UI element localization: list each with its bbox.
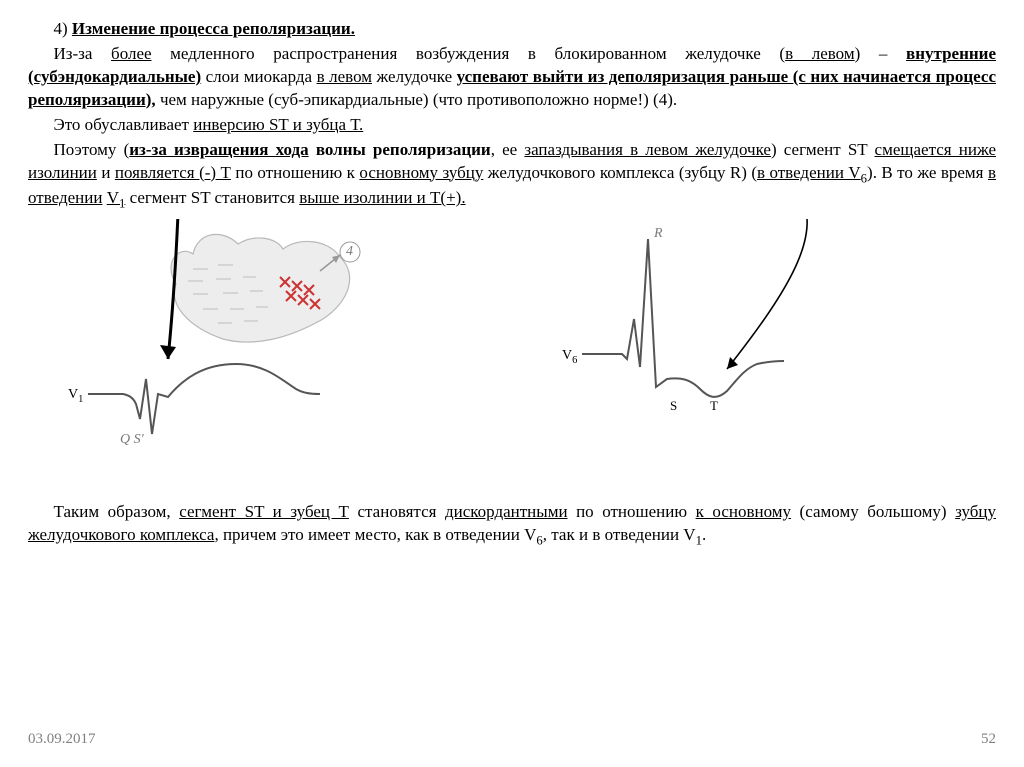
- t: , ее: [491, 140, 525, 159]
- t: в левом: [317, 67, 372, 86]
- four-label: 4: [346, 243, 353, 262]
- footer-page: 52: [981, 729, 996, 749]
- t: по отношению к: [231, 163, 360, 182]
- t: , так и в отведении V: [543, 525, 696, 544]
- diagram-left: V1 Q S' 4: [28, 219, 502, 449]
- title-line: 4) Изменение процесса реполяризации.: [28, 18, 996, 41]
- paragraph-3: Поэтому (из-за извращения хода волны реп…: [28, 139, 996, 213]
- t: выше изолинии и Т(+).: [299, 188, 465, 207]
- qs-label: Q S': [120, 431, 144, 450]
- t: ) –: [855, 44, 906, 63]
- t: и: [97, 163, 115, 182]
- t: .: [702, 525, 706, 544]
- v6-ecg-svg: [522, 219, 1002, 449]
- diagram-right: V6 R S T: [522, 219, 996, 449]
- t: к основному: [696, 502, 791, 521]
- t: слои миокарда: [201, 67, 316, 86]
- t: более: [111, 44, 152, 63]
- diagram-row: V1 Q S' 4 V6 R S T: [28, 219, 996, 449]
- paragraph-2: Это обуславливает инверсию ST и зубца Т.: [28, 114, 996, 137]
- s-label: S: [670, 397, 677, 415]
- title-text: Изменение процесса реполяризации.: [72, 19, 355, 38]
- t: сегмент ST становится: [125, 188, 299, 207]
- t: становятся: [349, 502, 445, 521]
- footer: 03.09.2017 52: [28, 729, 996, 749]
- v6-label: V6: [562, 347, 577, 368]
- t: Поэтому (: [54, 140, 130, 159]
- t: V1: [107, 188, 126, 207]
- r-label: R: [654, 225, 663, 244]
- heart-ecg-svg: [28, 219, 508, 449]
- t: ) сегмент ST: [771, 140, 875, 159]
- t: основному зубцу: [359, 163, 483, 182]
- t: в отведении V6: [757, 163, 867, 182]
- t: (самому большому): [791, 502, 955, 521]
- footer-date: 03.09.2017: [28, 729, 96, 749]
- v1-label: V1: [68, 386, 83, 407]
- t: Это обуславливает: [54, 115, 194, 134]
- t: ). В то же время: [867, 163, 988, 182]
- t: Таким образом,: [54, 502, 180, 521]
- t: Из-за: [54, 44, 112, 63]
- t: , причем это имеет место, как в отведени…: [214, 525, 536, 544]
- t: волны реполяризации: [316, 140, 491, 159]
- t: запаздывания в левом желудочке: [524, 140, 771, 159]
- t: чем наружные (суб-эпикардиальные) (что п…: [156, 90, 677, 109]
- t: [309, 140, 316, 159]
- t: желудочке: [372, 67, 457, 86]
- t: сегмент ST и зубец Т: [179, 502, 349, 521]
- t: из-за извращения хода: [129, 140, 308, 159]
- t: по отношению: [568, 502, 696, 521]
- t: желудочкового комплекса (зубцу R) (: [483, 163, 757, 182]
- t: медленного распространения возбуждения в…: [152, 44, 786, 63]
- paragraph-4: Таким образом, сегмент ST и зубец Т стан…: [28, 501, 996, 550]
- paragraph-1: Из-за более медленного распространения в…: [28, 43, 996, 112]
- t: появляется (-) Т: [115, 163, 231, 182]
- t: в левом: [785, 44, 855, 63]
- t: дискордантными: [445, 502, 568, 521]
- title-num: 4): [54, 19, 72, 38]
- t-label: T: [710, 397, 718, 415]
- t: инверсию ST и зубца Т.: [193, 115, 363, 134]
